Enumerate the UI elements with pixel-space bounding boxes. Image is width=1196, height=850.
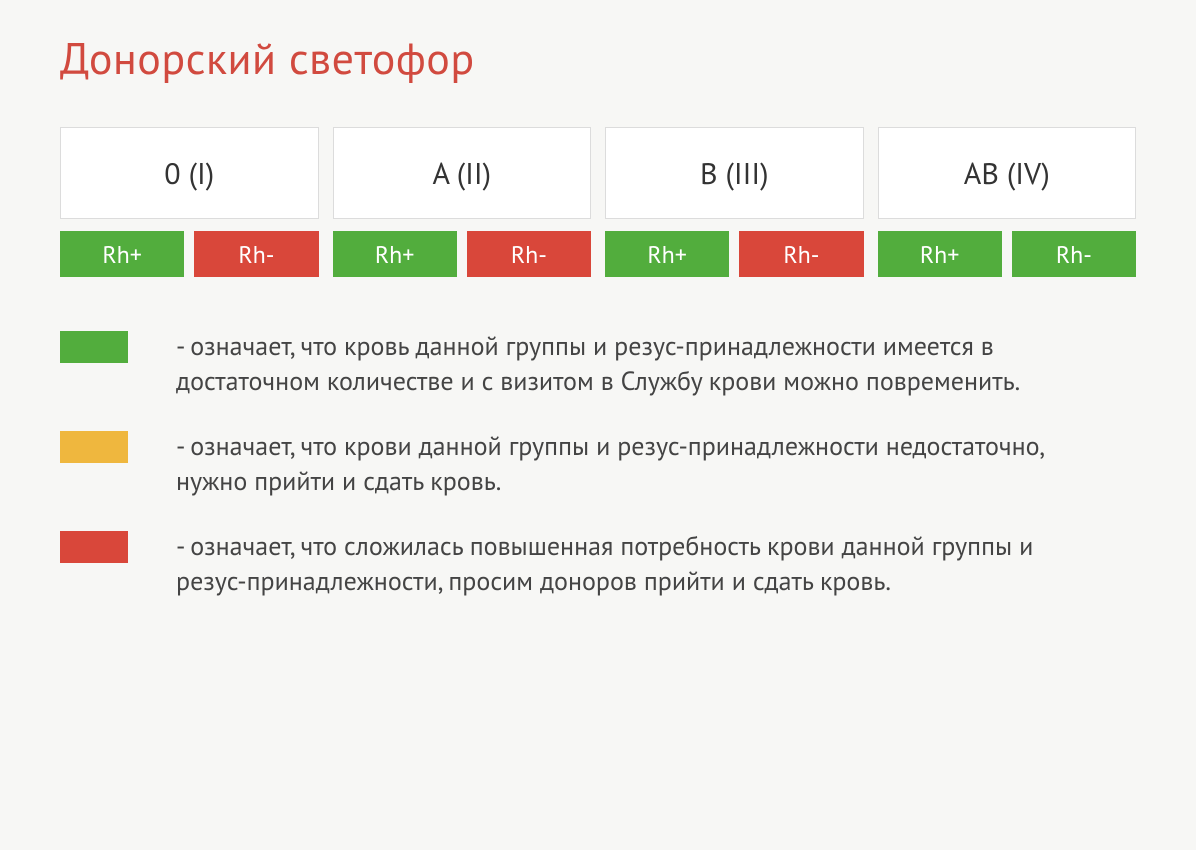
group-card-ab: AB (IV)	[878, 127, 1137, 219]
rh-cell-b-neg: Rh-	[739, 231, 863, 277]
legend-item-green: - означает, что кровь данной группы и ре…	[60, 329, 1136, 399]
rh-cell-b-pos: Rh+	[605, 231, 729, 277]
rh-cell-ab-neg: Rh-	[1012, 231, 1136, 277]
rh-cell-a-neg: Rh-	[467, 231, 591, 277]
blood-groups-row: 0 (I) A (II) B (III) AB (IV)	[60, 127, 1136, 219]
group-card-b: B (III)	[605, 127, 864, 219]
rh-pair-b: Rh+ Rh-	[605, 231, 864, 277]
rh-pair-ab: Rh+ Rh-	[878, 231, 1137, 277]
legend: - означает, что кровь данной группы и ре…	[60, 329, 1136, 600]
legend-text-amber: - означает, что крови данной группы и ре…	[176, 429, 1076, 499]
legend-swatch-amber	[60, 431, 128, 463]
rh-pair-0: Rh+ Rh-	[60, 231, 319, 277]
rh-cell-0-pos: Rh+	[60, 231, 184, 277]
legend-swatch-red	[60, 531, 128, 563]
rh-cell-0-neg: Rh-	[194, 231, 318, 277]
rh-cell-a-pos: Rh+	[333, 231, 457, 277]
group-card-0: 0 (I)	[60, 127, 319, 219]
legend-item-amber: - означает, что крови данной группы и ре…	[60, 429, 1136, 499]
rh-pair-a: Rh+ Rh-	[333, 231, 592, 277]
legend-text-red: - означает, что сложилась повышенная пот…	[176, 529, 1076, 599]
legend-swatch-green	[60, 331, 128, 363]
legend-item-red: - означает, что сложилась повышенная пот…	[60, 529, 1136, 599]
rh-status-row: Rh+ Rh- Rh+ Rh- Rh+ Rh- Rh+ Rh-	[60, 231, 1136, 277]
page-title: Донорский светофор	[60, 30, 1136, 87]
legend-text-green: - означает, что кровь данной группы и ре…	[176, 329, 1076, 399]
group-card-a: A (II)	[333, 127, 592, 219]
rh-cell-ab-pos: Rh+	[878, 231, 1002, 277]
